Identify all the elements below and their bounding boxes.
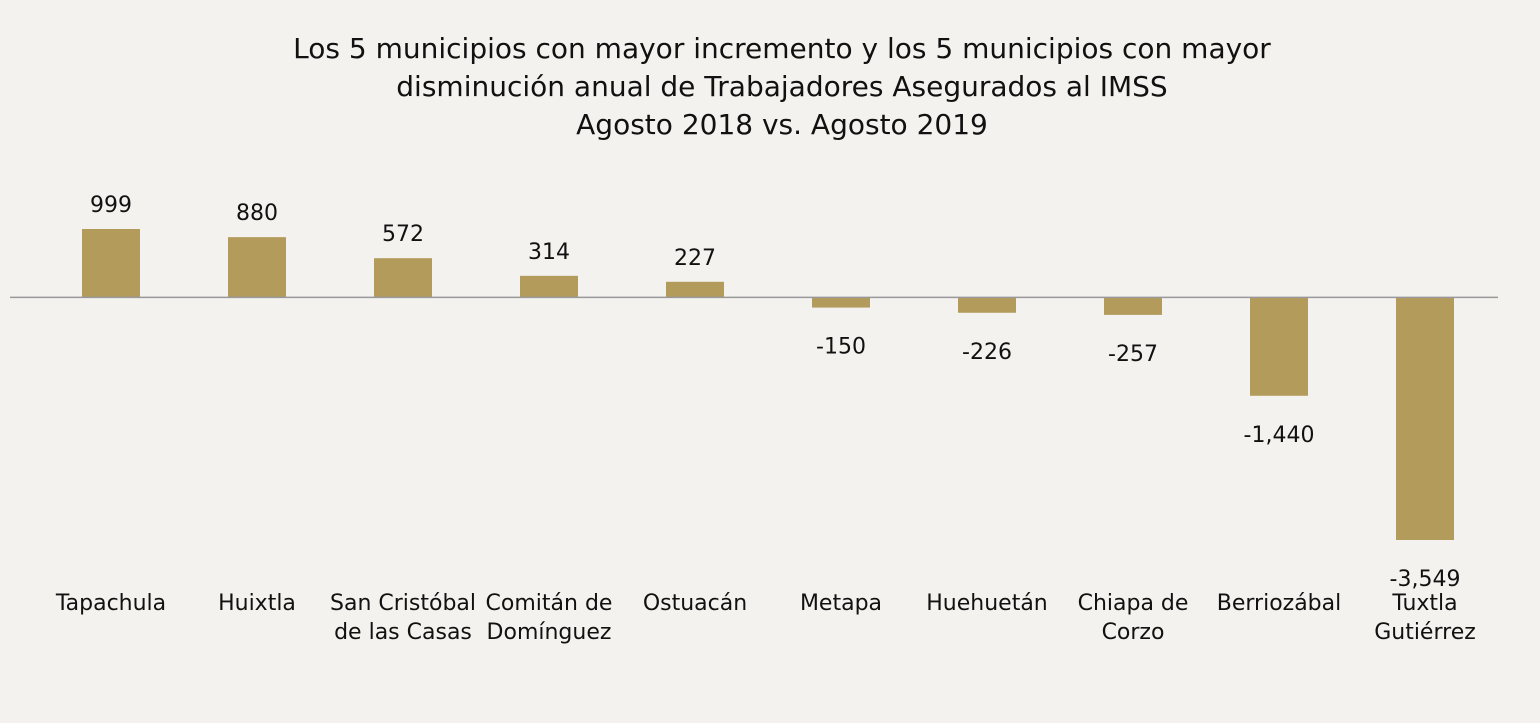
x-tick-label: Tapachula xyxy=(55,591,167,616)
bar xyxy=(228,237,286,298)
x-tick-label: Ostuacán xyxy=(642,591,748,616)
bar xyxy=(666,281,724,298)
x-tick-label: Berriozábal xyxy=(1216,591,1342,616)
bar xyxy=(1250,297,1308,396)
data-label: 227 xyxy=(674,246,716,271)
bar xyxy=(82,229,140,298)
x-tick-label: Huehuetán xyxy=(926,591,1048,616)
bar xyxy=(958,297,1016,313)
x-tick-label: Comitán de Domínguez xyxy=(485,591,613,645)
data-label: -3,549 xyxy=(1390,567,1461,592)
data-label: 999 xyxy=(90,193,132,218)
bar xyxy=(374,258,432,298)
data-label: 314 xyxy=(528,240,570,265)
x-tick-label: San Cristóbal de las Casas xyxy=(330,591,477,645)
data-label: -150 xyxy=(816,335,866,360)
bar xyxy=(1396,297,1454,540)
data-label: -1,440 xyxy=(1244,423,1315,448)
data-label: 880 xyxy=(236,201,278,226)
x-tick-label: Huixtla xyxy=(218,591,296,616)
x-tick-label: Chiapa de Corzo xyxy=(1077,591,1189,645)
data-label: -226 xyxy=(962,340,1012,365)
bar xyxy=(1104,297,1162,315)
bar xyxy=(520,275,578,298)
chart-title: Los 5 municipios con mayor incremento y … xyxy=(293,32,1271,141)
x-tick-label: Tuxtla Gutiérrez xyxy=(1374,591,1476,645)
data-label: -257 xyxy=(1108,342,1158,367)
x-tick-label: Metapa xyxy=(799,591,883,616)
bar xyxy=(812,297,870,308)
data-label: 572 xyxy=(382,222,424,247)
